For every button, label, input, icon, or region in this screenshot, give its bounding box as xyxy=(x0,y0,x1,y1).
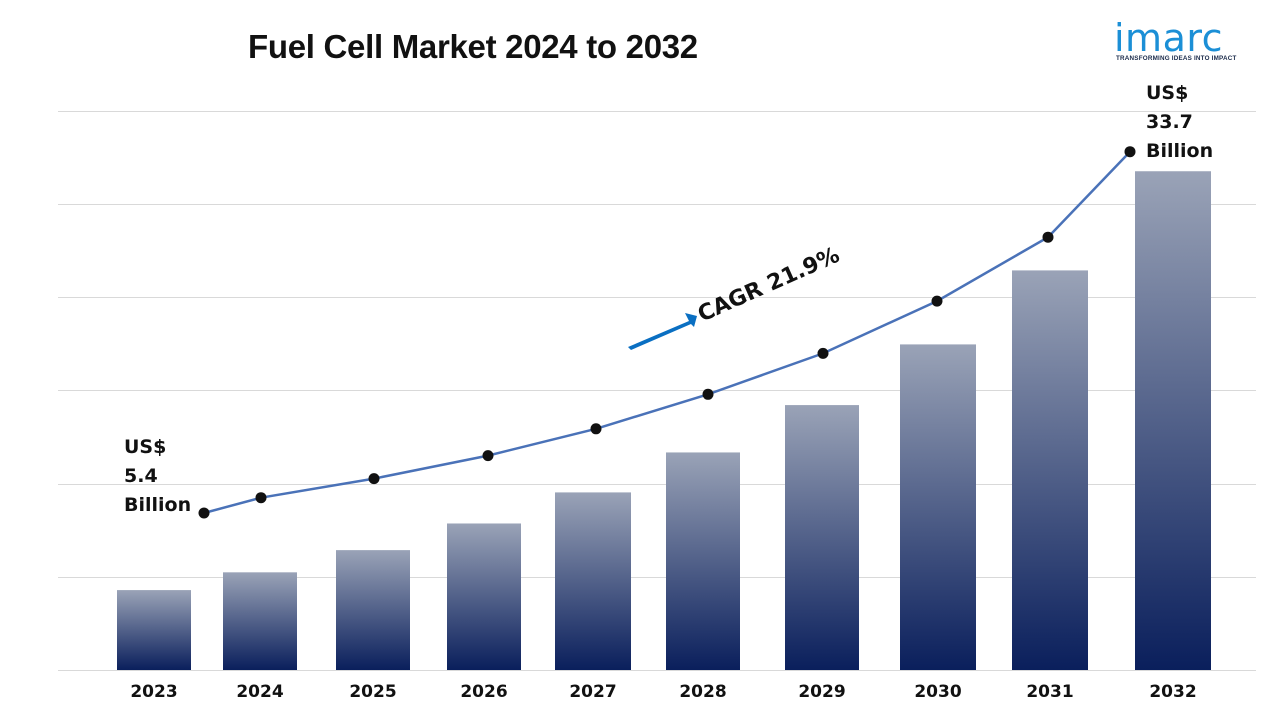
bar-2029 xyxy=(785,405,859,670)
logo-tagline: TRANSFORMING IDEAS INTO IMPACT xyxy=(1116,55,1237,62)
x-tick-label-2025: 2025 xyxy=(349,682,396,702)
bar-2030 xyxy=(900,344,976,670)
start-callout-value: 5.4 xyxy=(124,465,158,487)
bar-2027 xyxy=(555,492,631,670)
bars xyxy=(117,171,1211,671)
bar-2024 xyxy=(223,572,297,670)
start-value-callout: US$ 5.4 Billion xyxy=(124,433,191,520)
bar-2028 xyxy=(666,452,740,670)
x-tick-label-2028: 2028 xyxy=(679,682,726,702)
trend-marker-2026 xyxy=(482,450,494,462)
trend-marker-2031 xyxy=(1042,231,1054,243)
imarc-logo: imarc TRANSFORMING IDEAS INTO IMPACT xyxy=(1112,14,1254,66)
trend-line-path xyxy=(203,150,1131,515)
trend-marker-2023 xyxy=(198,507,210,519)
cagr-arrow-icon xyxy=(628,313,697,350)
x-tick-label-2026: 2026 xyxy=(460,682,507,702)
bar-2031 xyxy=(1012,270,1088,670)
chart-title: Fuel Cell Market 2024 to 2032 xyxy=(248,28,698,65)
trend-marker-2027 xyxy=(590,423,602,435)
trend-markers xyxy=(198,146,1136,519)
x-tick-label-2031: 2031 xyxy=(1026,682,1073,702)
trend-marker-2025 xyxy=(368,473,380,485)
cagr-label: CAGR 21.9% xyxy=(694,243,843,328)
bar-2032 xyxy=(1135,171,1211,671)
bar-2023 xyxy=(117,590,191,670)
x-tick-label-2030: 2030 xyxy=(914,682,961,702)
end-value-callout: US$ 33.7 Billion xyxy=(1146,79,1213,166)
trend-marker-2032 xyxy=(1124,146,1136,158)
end-callout-value: 33.7 xyxy=(1146,111,1193,133)
start-callout-currency: US$ xyxy=(124,436,167,458)
end-callout-unit: Billion xyxy=(1146,140,1214,162)
x-tick-label-2023: 2023 xyxy=(130,682,177,702)
cagr-annotation: CAGR 21.9% xyxy=(628,243,843,350)
x-tick-label-2024: 2024 xyxy=(236,682,283,702)
trend-line xyxy=(203,150,1131,515)
trend-marker-2029 xyxy=(817,347,829,359)
x-tick-label-2029: 2029 xyxy=(798,682,845,702)
x-tick-label-2027: 2027 xyxy=(569,682,616,702)
trend-marker-2030 xyxy=(931,295,943,307)
logo-wordmark: imarc xyxy=(1114,16,1224,60)
trend-marker-2024 xyxy=(255,492,267,504)
bar-2026 xyxy=(447,523,521,670)
bar-2025 xyxy=(336,550,410,670)
end-callout-currency: US$ xyxy=(1146,82,1189,104)
start-callout-unit: Billion xyxy=(124,494,192,516)
trend-marker-2028 xyxy=(702,388,714,400)
x-tick-labels: 2023 2024 2025 2026 2027 2028 2029 2030 2031 2032 xyxy=(130,682,1196,702)
x-tick-label-2032: 2032 xyxy=(1149,682,1196,702)
